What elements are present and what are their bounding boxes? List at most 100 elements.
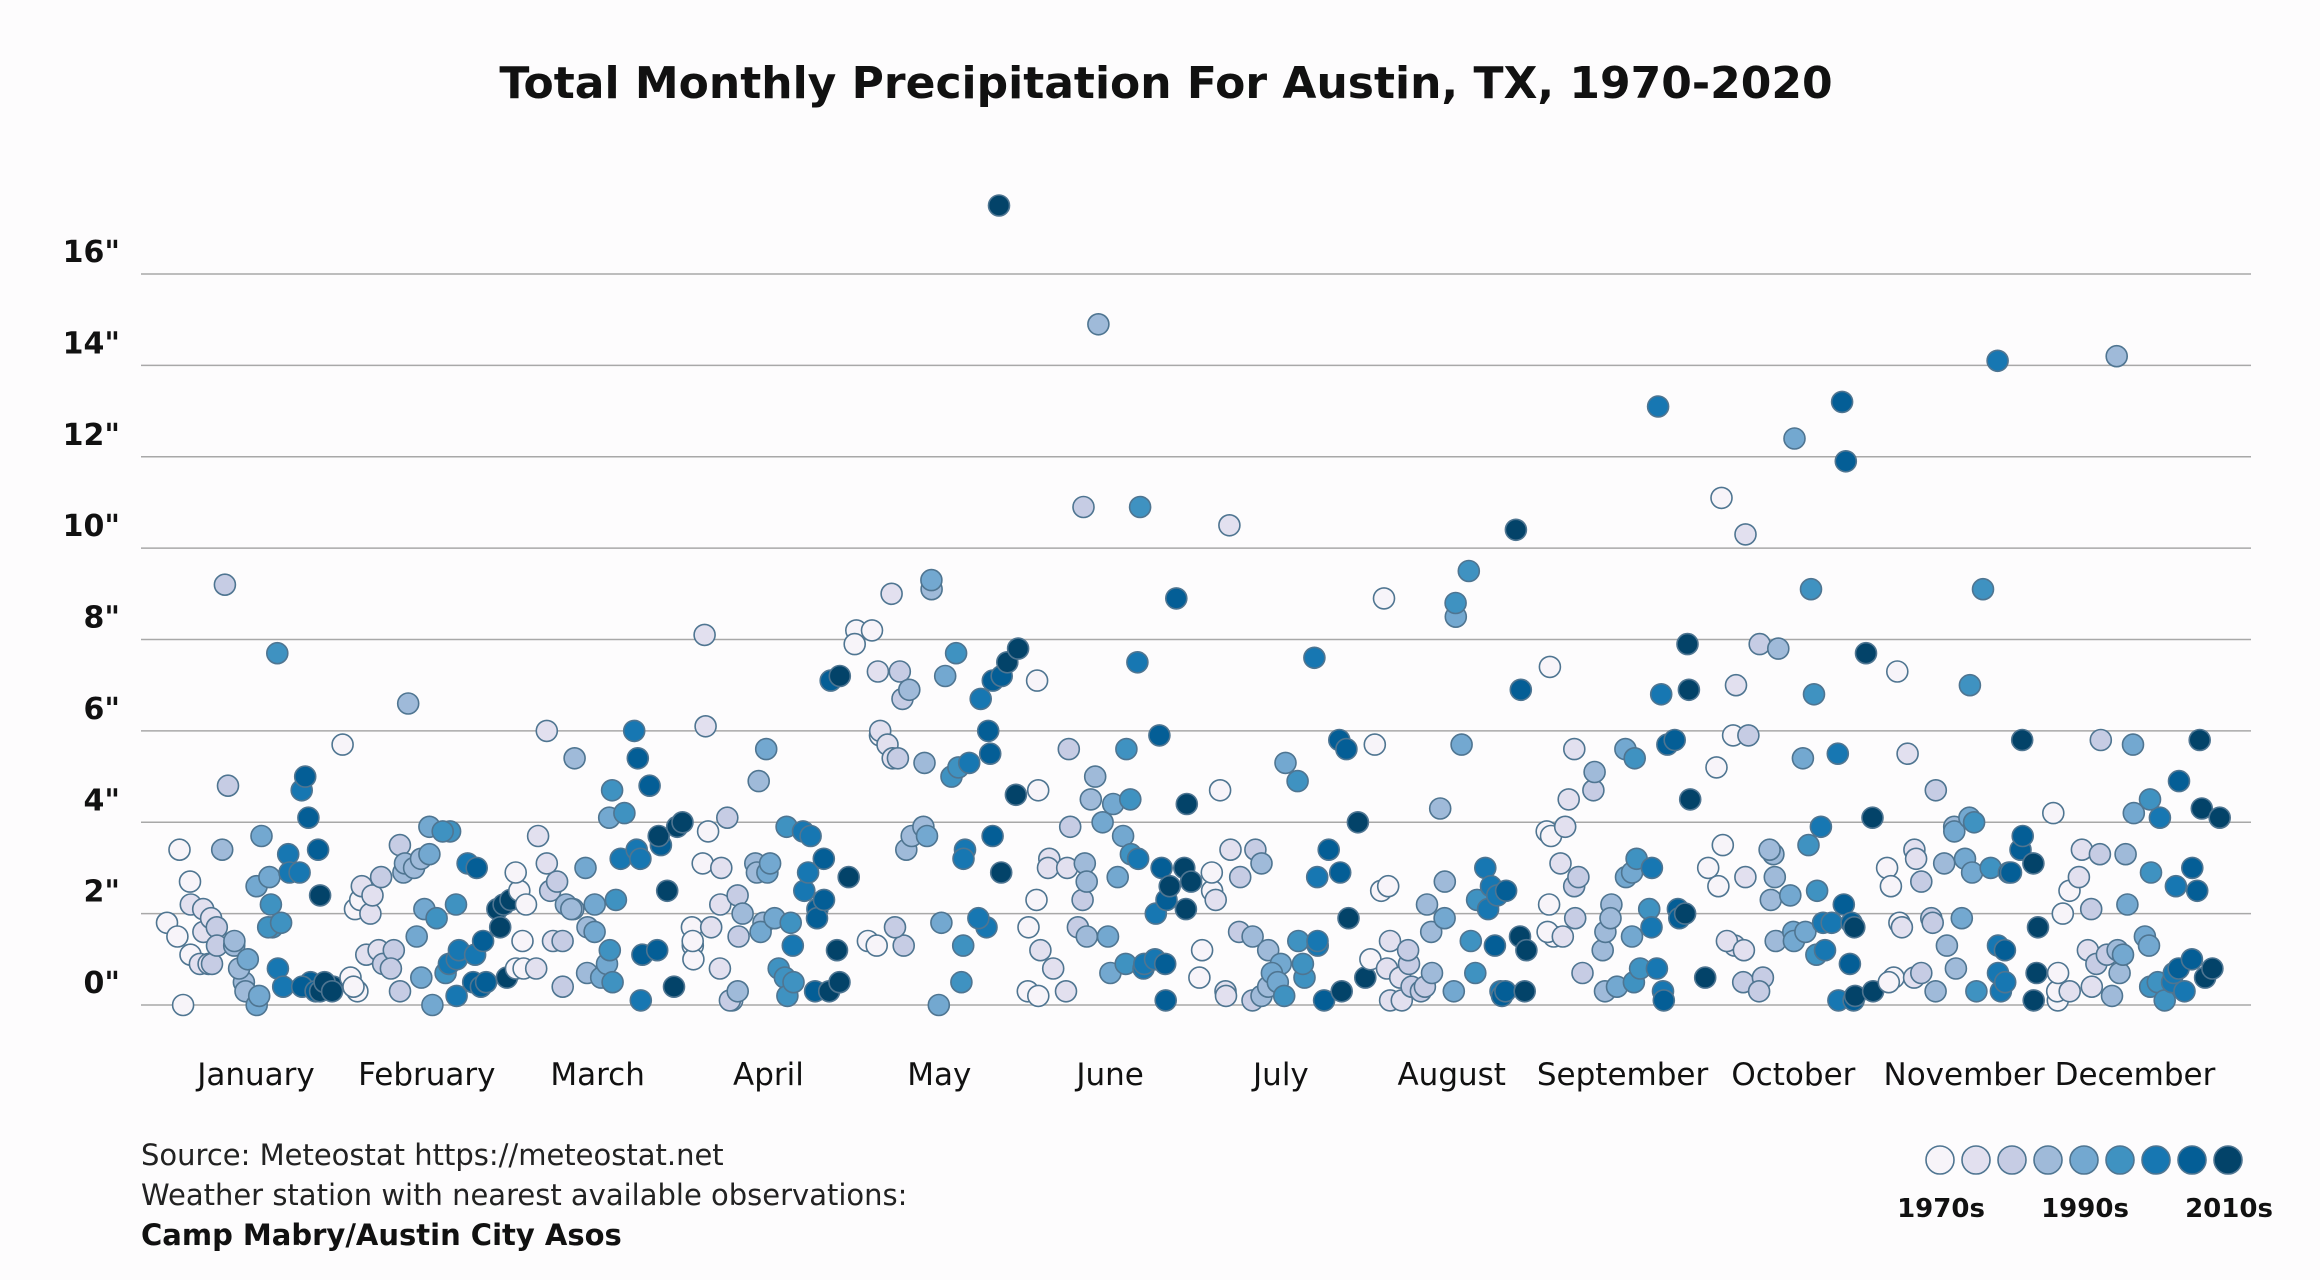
data-point bbox=[2116, 893, 2139, 916]
data-point bbox=[1057, 737, 1081, 761]
data-point bbox=[1305, 865, 1329, 889]
data-point bbox=[1910, 961, 1933, 985]
data-point bbox=[950, 970, 973, 994]
data-point bbox=[2148, 806, 2172, 830]
data-point bbox=[444, 893, 468, 916]
data-point bbox=[2208, 806, 2231, 830]
data-point bbox=[2164, 874, 2188, 898]
data-point bbox=[1677, 678, 1701, 702]
data-point bbox=[951, 934, 975, 957]
data-point bbox=[1678, 788, 1702, 811]
data-point bbox=[250, 824, 273, 848]
station-note: Weather station with nearest available o… bbox=[141, 1178, 907, 1212]
y-tick-label: 0" bbox=[83, 966, 120, 1001]
data-point bbox=[1896, 742, 1919, 766]
data-point bbox=[1779, 884, 1802, 907]
data-point bbox=[1583, 760, 1606, 784]
data-point bbox=[210, 838, 234, 862]
data-point bbox=[2079, 897, 2103, 921]
data-point bbox=[583, 920, 606, 944]
data-point bbox=[1058, 815, 1082, 839]
data-point bbox=[259, 893, 283, 916]
data-point bbox=[1645, 957, 1669, 980]
x-tick-label: October bbox=[1731, 1057, 1855, 1093]
data-point bbox=[1877, 970, 1901, 994]
data-point bbox=[504, 861, 528, 884]
data-point bbox=[1075, 870, 1098, 893]
data-point bbox=[709, 856, 733, 880]
data-point bbox=[2022, 852, 2045, 875]
data-point bbox=[1372, 587, 1396, 610]
data-point bbox=[647, 824, 671, 848]
legend-swatch bbox=[2141, 1145, 2171, 1175]
data-point bbox=[1158, 874, 1181, 898]
data-point bbox=[178, 870, 202, 893]
x-tick-label: February bbox=[358, 1057, 495, 1093]
data-point bbox=[320, 979, 344, 1003]
data-point bbox=[1346, 810, 1370, 834]
data-point bbox=[308, 884, 332, 907]
data-point bbox=[1415, 893, 1439, 916]
data-point bbox=[1330, 979, 1353, 1003]
data-point bbox=[409, 966, 433, 989]
data-point bbox=[551, 975, 575, 999]
data-point bbox=[2167, 769, 2191, 793]
data-point bbox=[629, 989, 653, 1012]
data-point bbox=[967, 906, 990, 930]
data-point bbox=[1571, 961, 1594, 985]
data-point bbox=[1820, 911, 1843, 935]
data-point bbox=[1944, 957, 1968, 980]
data-point bbox=[1378, 929, 1402, 953]
data-point bbox=[1965, 979, 1988, 1003]
legend-swatch bbox=[1925, 1145, 1955, 1175]
data-point bbox=[465, 856, 489, 880]
data-point bbox=[382, 938, 406, 962]
data-point bbox=[297, 806, 320, 830]
data-point bbox=[2051, 902, 2075, 925]
data-point bbox=[1174, 897, 1198, 921]
data-point bbox=[865, 934, 889, 957]
data-point bbox=[957, 751, 981, 775]
data-point bbox=[1041, 957, 1065, 980]
data-point bbox=[559, 897, 583, 921]
data-point bbox=[1071, 888, 1094, 912]
data-point bbox=[1791, 746, 1815, 770]
data-point bbox=[535, 719, 559, 743]
data-point bbox=[526, 824, 550, 848]
data-point bbox=[265, 641, 289, 665]
data-point bbox=[1921, 911, 1944, 935]
data-point bbox=[271, 975, 295, 999]
data-point bbox=[511, 929, 534, 953]
data-point bbox=[2042, 801, 2065, 825]
data-point bbox=[1154, 989, 1177, 1012]
data-point bbox=[758, 852, 782, 875]
data-point bbox=[1200, 861, 1224, 884]
data-point bbox=[693, 623, 716, 647]
data-point bbox=[168, 838, 191, 862]
data-point bbox=[1087, 312, 1110, 336]
data-point bbox=[1459, 929, 1483, 953]
data-point bbox=[1971, 577, 1995, 601]
data-point bbox=[662, 975, 686, 999]
data-point bbox=[1960, 861, 1984, 884]
data-point bbox=[1537, 893, 1561, 916]
data-point bbox=[1649, 682, 1673, 706]
y-tick-label: 16" bbox=[63, 235, 120, 270]
legend-swatch bbox=[2213, 1145, 2243, 1175]
data-point bbox=[1214, 984, 1238, 1008]
data-point bbox=[1924, 979, 1947, 1003]
data-point bbox=[1494, 879, 1518, 903]
data-point bbox=[1433, 870, 1457, 893]
data-point bbox=[930, 911, 953, 935]
data-point bbox=[1504, 518, 1528, 542]
data-point bbox=[655, 879, 679, 903]
data-point bbox=[425, 906, 448, 930]
data-point bbox=[691, 852, 715, 875]
data-point bbox=[1286, 769, 1309, 793]
data-point bbox=[1705, 756, 1728, 779]
data-point bbox=[1759, 888, 1783, 912]
data-point bbox=[1208, 778, 1232, 802]
data-point bbox=[731, 902, 754, 925]
data-point bbox=[1950, 906, 1974, 930]
data-point bbox=[1834, 449, 1858, 473]
